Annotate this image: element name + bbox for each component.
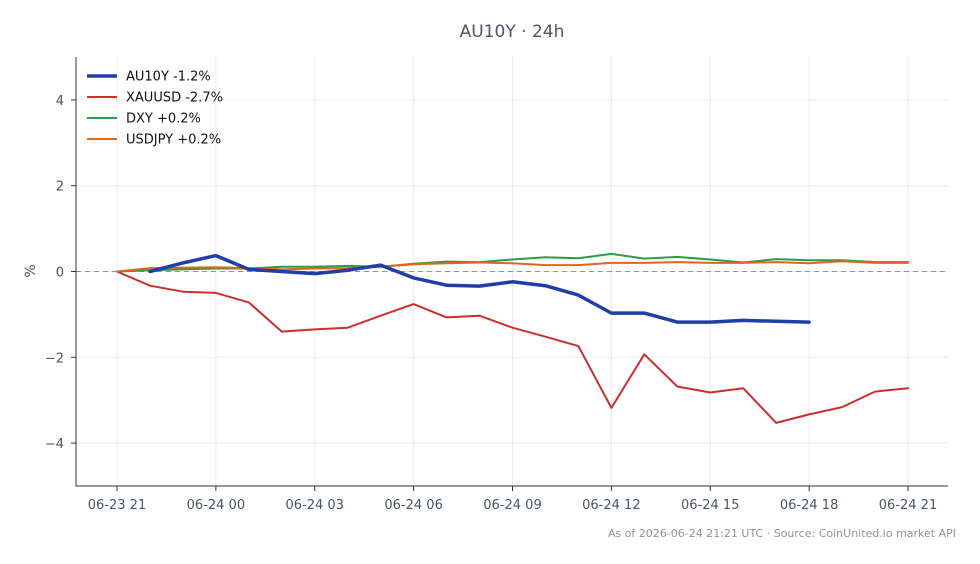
y-tick-label: 4: [56, 94, 64, 109]
x-tick-label: 06-24 15: [681, 498, 739, 513]
series-line-0: [148, 253, 811, 324]
x-tick-label: 06-24 12: [582, 498, 640, 513]
y-tick-label: 2: [56, 180, 64, 195]
x-axis-ticks: 06-23 21 06-24 00 06-24 03 06-24 06 06-24 09…: [88, 486, 937, 513]
x-tick-label: 06-23 21: [88, 498, 146, 513]
x-tick-label: 06-24 00: [187, 498, 245, 513]
x-tick-label: 06-24 06: [384, 498, 442, 513]
x-tick-label: 06-24 18: [780, 498, 838, 513]
x-tick-label: 06-24 09: [483, 498, 541, 513]
y-axis-label: %: [23, 264, 39, 277]
legend-label: USDJPY +0.2%: [126, 133, 221, 148]
y-tick-label: −4: [45, 437, 64, 452]
x-tick-label: 06-24 03: [286, 498, 344, 513]
series-lines: [116, 252, 909, 424]
y-axis-ticks: 4 2 0 −2 −4: [45, 94, 76, 452]
chart-title: AU10Y · 24h: [460, 22, 565, 42]
source-footer: As of 2026-06-24 21:21 UTC · Source: Coi…: [608, 527, 956, 540]
legend-label: DXY +0.2%: [126, 112, 201, 127]
x-tick-label: 06-24 21: [879, 498, 937, 513]
y-tick-label: −2: [45, 351, 64, 366]
legend-label: XAUUSD -2.7%: [126, 91, 223, 106]
legend-label: AU10Y -1.2%: [126, 70, 211, 85]
legend: AU10Y -1.2% XAUUSD -2.7% DXY +0.2% USDJPY +…: [87, 70, 223, 148]
series-line-1: [116, 270, 909, 424]
y-tick-label: 0: [56, 266, 64, 281]
